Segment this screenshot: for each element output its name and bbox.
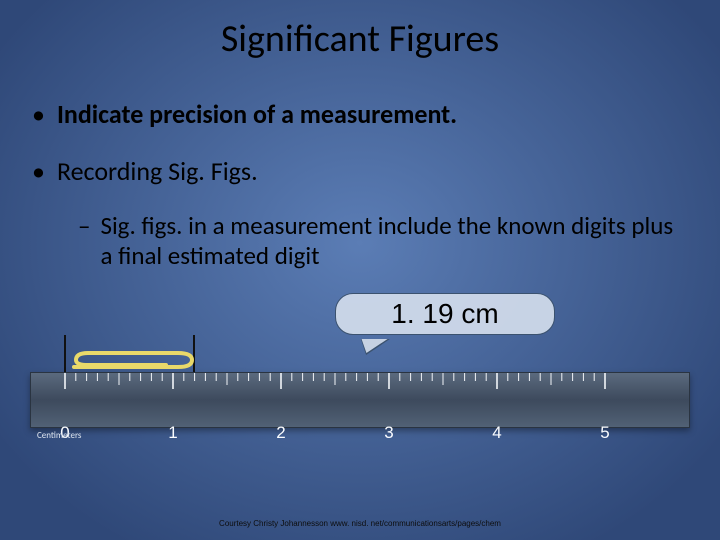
paperclip-icon	[66, 347, 198, 375]
bullet-marker: •	[32, 98, 45, 131]
ruler-ticks	[31, 373, 691, 395]
ruler-number: 4	[492, 423, 501, 443]
credit-line: Courtesy Christy Johannesson www. nisd. …	[0, 519, 720, 528]
slide: Significant Figures • Indicate precision…	[0, 0, 720, 540]
ruler-number: 1	[168, 423, 177, 443]
bullet-text: Recording Sig. Figs.	[57, 155, 258, 188]
callout-tail	[356, 339, 387, 353]
bullet-text: Indicate precision of a measurement.	[57, 98, 457, 131]
slide-title: Significant Figures	[0, 0, 720, 62]
bullet-sub-item: – Sig. figs. in a measurement include th…	[78, 211, 688, 271]
ruler: 012345 Centimeters	[30, 372, 690, 428]
ruler-number: 2	[276, 423, 285, 443]
bullet-marker: –	[78, 211, 90, 241]
content-area: • Indicate precision of a measurement. •…	[0, 62, 720, 271]
ruler-number: 3	[384, 423, 393, 443]
bullet-item: • Recording Sig. Figs.	[32, 155, 688, 188]
callout-text: 1. 19 cm	[391, 298, 498, 330]
callout-box: 1. 19 cm	[335, 293, 555, 335]
measurement-callout: 1. 19 cm	[335, 293, 565, 345]
bullet-marker: •	[32, 155, 45, 188]
ruler-number: 5	[600, 423, 609, 443]
bullet-item: • Indicate precision of a measurement.	[32, 98, 688, 131]
paperclip-path	[74, 353, 192, 367]
ruler-unit-label: Centimeters	[37, 430, 81, 441]
bullet-text: Sig. figs. in a measurement include the …	[100, 211, 688, 271]
